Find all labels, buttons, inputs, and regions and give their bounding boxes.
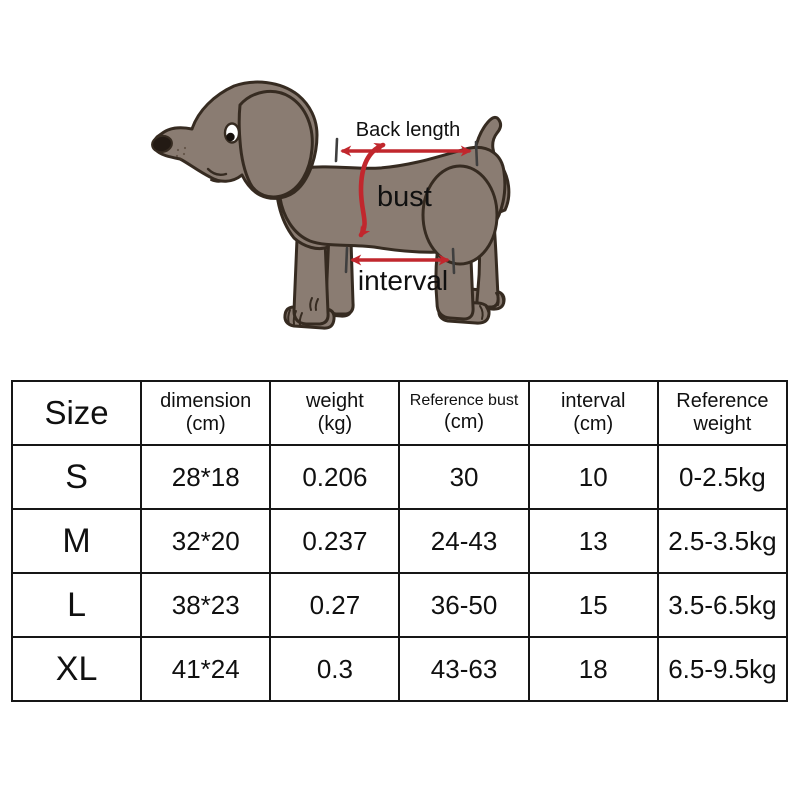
cell-weight: 0.3 (269, 636, 401, 702)
cell-reference-bust: 30 (398, 444, 530, 510)
cell-interval: 15 (527, 572, 659, 638)
interval-label: interval (357, 265, 449, 296)
cell-size: S (10, 444, 143, 510)
dog-ear (237, 89, 314, 199)
measurement-arrows (340, 142, 472, 266)
header-size: Size (10, 380, 143, 446)
back-length-tick-right (474, 140, 479, 167)
header-reference-bust-title: Reference bust (409, 392, 519, 410)
header-weight-unit: (kg) (317, 413, 353, 435)
size-table-head: Size dimension (cm) weight (kg) Referenc… (10, 380, 789, 446)
header-dimension-title: dimension (160, 390, 252, 412)
cell-size: M (10, 508, 143, 574)
header-size-title: Size (44, 393, 109, 431)
header-reference-weight-title: Reference (676, 390, 769, 412)
cell-dimension: 38*23 (140, 572, 272, 638)
header-reference-bust: Reference bust (cm) (398, 380, 530, 446)
header-interval-title: interval (560, 390, 626, 412)
header-reference-bust-unit: (cm) (444, 410, 485, 433)
cell-size: XL (10, 636, 143, 702)
header-reference-weight: Reference weight (656, 380, 789, 446)
back-length-tick-left (334, 137, 339, 163)
cell-reference-weight: 0-2.5kg (656, 444, 789, 510)
cell-dimension: 41*24 (140, 636, 272, 702)
header-reference-weight-sub: weight (693, 413, 752, 435)
dog-nose (151, 134, 173, 154)
header-weight: weight (kg) (269, 380, 401, 446)
cell-reference-weight: 3.5-6.5kg (656, 572, 789, 638)
table-row-l: L 38*23 0.27 36-50 15 3.5-6.5kg (10, 572, 789, 638)
cell-reference-bust: 36-50 (398, 572, 530, 638)
cell-interval: 18 (527, 636, 659, 702)
table-row-s: S 28*18 0.206 30 10 0-2.5kg (10, 444, 789, 510)
dog-snout-freckles (175, 146, 187, 161)
cell-reference-weight: 6.5-9.5kg (656, 636, 789, 702)
dog-pupil (226, 132, 235, 142)
cell-interval: 10 (527, 444, 659, 510)
interval-tick-right (451, 247, 456, 275)
measurement-ticks (334, 137, 479, 275)
cell-dimension: 32*20 (140, 508, 272, 574)
size-table-body: S 28*18 0.206 30 10 0-2.5kg M 32*20 0.23… (10, 444, 789, 702)
back-length-label: Back length (355, 119, 461, 141)
header-dimension: dimension (cm) (140, 380, 272, 446)
cell-weight: 0.206 (269, 444, 401, 510)
interval-tick-left (344, 246, 349, 274)
cell-interval: 13 (527, 508, 659, 574)
dog-illustration (151, 80, 511, 330)
header-dimension-unit: (cm) (185, 413, 226, 435)
cell-reference-bust: 24-43 (398, 508, 530, 574)
table-row-m: M 32*20 0.237 24-43 13 2.5-3.5kg (10, 508, 789, 574)
size-table: Size dimension (cm) weight (kg) Referenc… (10, 380, 789, 702)
header-interval: interval (cm) (527, 380, 659, 446)
dog-toe-lines (287, 292, 505, 326)
cell-reference-bust: 43-63 (398, 636, 530, 702)
cell-weight: 0.237 (269, 508, 401, 574)
header-interval-unit: (cm) (573, 413, 614, 435)
cell-weight: 0.27 (269, 572, 401, 638)
table-row-xl: XL 41*24 0.3 43-63 18 6.5-9.5kg (10, 636, 789, 702)
cell-size: L (10, 572, 143, 638)
bust-arrow (358, 142, 386, 238)
table-header-row: Size dimension (cm) weight (kg) Referenc… (10, 380, 789, 446)
dog (151, 80, 511, 330)
dog-mouth (206, 167, 228, 183)
cell-reference-weight: 2.5-3.5kg (656, 508, 789, 574)
header-weight-title: weight (305, 390, 364, 412)
bust-label: bust (377, 181, 432, 213)
dog-thigh (421, 164, 499, 266)
cell-dimension: 28*18 (140, 444, 272, 510)
